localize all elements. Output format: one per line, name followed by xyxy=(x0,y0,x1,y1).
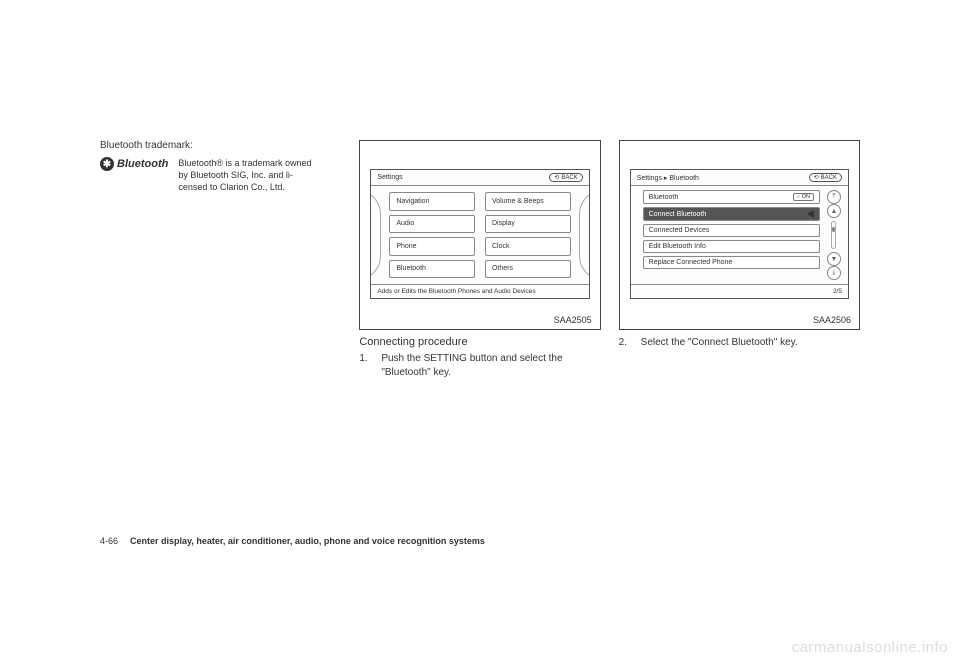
screen-header: Settings BACK xyxy=(371,170,588,186)
bt-row-label: Replace Connected Phone xyxy=(649,259,733,266)
column-1: Bluetooth trademark: ✱ Bluetooth Bluetoo… xyxy=(100,140,341,379)
scroll-column: ⤒ ▲ ▼ ⤓ xyxy=(824,190,844,280)
bluetooth-screen: Settings ▸ Bluetooth BACK Bluetooth ON C… xyxy=(630,169,849,299)
settings-grid: Navigation Volume & Beeps Audio Display … xyxy=(389,192,570,278)
settings-item-display[interactable]: Display xyxy=(485,215,571,234)
bluetooth-icon: ✱ xyxy=(100,157,114,171)
screen-footer-text: Adds or Edits the Bluetooth Phones and A… xyxy=(377,288,535,295)
bt-row-label: Connect Bluetooth xyxy=(649,211,707,218)
page-footer: 4-66 Center display, heater, air conditi… xyxy=(100,536,485,546)
figure-bluetooth: Settings ▸ Bluetooth BACK Bluetooth ON C… xyxy=(619,140,860,330)
settings-screen: Settings BACK Navigation Volume & Beeps … xyxy=(370,169,589,299)
back-button[interactable]: BACK xyxy=(809,173,842,182)
bt-row-label: Bluetooth xyxy=(649,194,679,201)
scroll-jump-icon[interactable]: ⤒ xyxy=(827,190,841,204)
settings-item-volume-beeps[interactable]: Volume & Beeps xyxy=(485,192,571,211)
bt-row-edit-info[interactable]: Edit Bluetooth Info xyxy=(643,240,820,253)
trademark-note-line: Bluetooth® is a trademark owned xyxy=(178,157,311,169)
screen-header: Settings ▸ Bluetooth BACK xyxy=(631,170,848,186)
bt-row-label: Connected Devices xyxy=(649,227,710,234)
bt-row-label: Edit Bluetooth Info xyxy=(649,243,706,250)
step-text: Push the SETTING button and select the "… xyxy=(381,352,600,379)
trademark-note-line: censed to Clarion Co., Ltd. xyxy=(178,181,311,193)
screen-body: Bluetooth ON Connect Bluetooth Connected… xyxy=(631,186,848,284)
step-number: 1. xyxy=(359,352,373,379)
screen-footer: Adds or Edits the Bluetooth Phones and A… xyxy=(371,284,588,298)
bt-row-bluetooth[interactable]: Bluetooth ON xyxy=(643,190,820,204)
step-number: 2. xyxy=(619,336,633,350)
scroll-track[interactable] xyxy=(831,221,836,249)
connecting-procedure-heading: Connecting procedure xyxy=(359,336,600,348)
page-number: 4-66 xyxy=(100,536,118,546)
settings-item-audio[interactable]: Audio xyxy=(389,215,475,234)
screen-footer: 2/5 xyxy=(631,284,848,298)
figure-settings: Settings BACK Navigation Volume & Beeps … xyxy=(359,140,600,330)
bt-row-connected-devices[interactable]: Connected Devices xyxy=(643,224,820,237)
watermark: carmanualsonline.info xyxy=(792,639,948,656)
figure-reference: SAA2505 xyxy=(554,315,592,325)
scroll-end-icon[interactable]: ⤓ xyxy=(827,266,841,280)
cursor-icon xyxy=(807,210,814,218)
bt-row-replace-phone[interactable]: Replace Connected Phone xyxy=(643,256,820,269)
column-2: Settings BACK Navigation Volume & Beeps … xyxy=(359,140,600,379)
settings-item-others[interactable]: Others xyxy=(485,260,571,279)
screen-title: Settings ▸ Bluetooth xyxy=(637,174,699,182)
bluetooth-trademark-row: ✱ Bluetooth Bluetooth® is a trademark ow… xyxy=(100,157,341,193)
screen-footer-text: 2/5 xyxy=(833,288,842,295)
step-text: Select the "Connect Bluetooth" key. xyxy=(641,336,860,350)
settings-item-clock[interactable]: Clock xyxy=(485,237,571,256)
screen-body: Navigation Volume & Beeps Audio Display … xyxy=(371,186,588,284)
trademark-heading: Bluetooth trademark: xyxy=(100,140,341,151)
step-2: 2. Select the "Connect Bluetooth" key. xyxy=(619,336,860,350)
bluetooth-list: Bluetooth ON Connect Bluetooth Connected… xyxy=(643,190,820,280)
figure-reference: SAA2506 xyxy=(813,315,851,325)
page-columns: Bluetooth trademark: ✱ Bluetooth Bluetoo… xyxy=(100,140,860,379)
settings-item-phone[interactable]: Phone xyxy=(389,237,475,256)
bt-row-connect-bluetooth[interactable]: Connect Bluetooth xyxy=(643,207,820,221)
scroll-down-icon[interactable]: ▼ xyxy=(827,252,841,266)
bluetooth-logo-text: Bluetooth xyxy=(117,158,168,170)
settings-item-bluetooth[interactable]: Bluetooth xyxy=(389,260,475,279)
back-button[interactable]: BACK xyxy=(549,173,582,182)
screen-title: Settings xyxy=(377,174,402,181)
section-title: Center display, heater, air conditioner,… xyxy=(130,536,485,546)
on-indicator: ON xyxy=(793,193,814,201)
column-3: Settings ▸ Bluetooth BACK Bluetooth ON C… xyxy=(619,140,860,379)
trademark-note-line: by Bluetooth SIG, Inc. and li- xyxy=(178,169,311,181)
settings-item-navigation[interactable]: Navigation xyxy=(389,192,475,211)
trademark-note: Bluetooth® is a trademark owned by Bluet… xyxy=(178,157,311,193)
step-1: 1. Push the SETTING button and select th… xyxy=(359,352,600,379)
bluetooth-logo: ✱ Bluetooth xyxy=(100,157,168,171)
scroll-up-icon[interactable]: ▲ xyxy=(827,204,841,218)
